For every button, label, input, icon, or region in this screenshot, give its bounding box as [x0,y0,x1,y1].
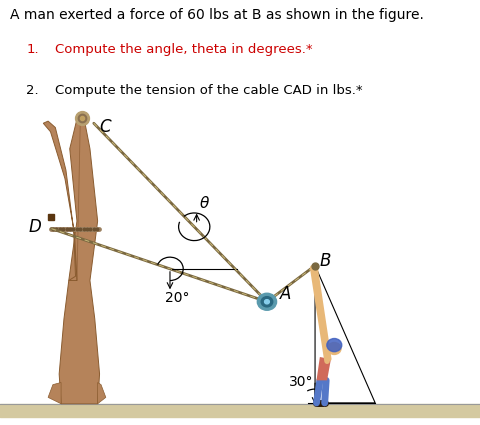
Text: A: A [279,285,290,303]
Polygon shape [48,382,61,404]
Text: 30°: 30° [288,375,312,389]
Text: D: D [28,218,41,235]
Text: A man exerted a force of 60 lbs at B as shown in the figure.: A man exerted a force of 60 lbs at B as … [10,8,422,22]
Text: Compute the tension of the cable CAD in lbs.*: Compute the tension of the cable CAD in … [55,84,362,96]
Circle shape [327,343,340,354]
Text: B: B [319,252,331,269]
Text: C: C [99,118,111,136]
Circle shape [264,300,269,304]
Text: 20°: 20° [165,291,189,305]
Circle shape [261,297,272,307]
Circle shape [257,293,276,310]
Polygon shape [316,357,330,380]
Polygon shape [59,119,99,404]
Text: 2.: 2. [26,84,39,96]
Text: Compute the angle, theta in degrees.*: Compute the angle, theta in degrees.* [55,43,312,56]
Polygon shape [97,382,106,404]
Text: θ: θ [200,196,209,211]
Text: 1.: 1. [26,43,39,56]
Polygon shape [43,121,77,280]
Circle shape [326,338,341,352]
